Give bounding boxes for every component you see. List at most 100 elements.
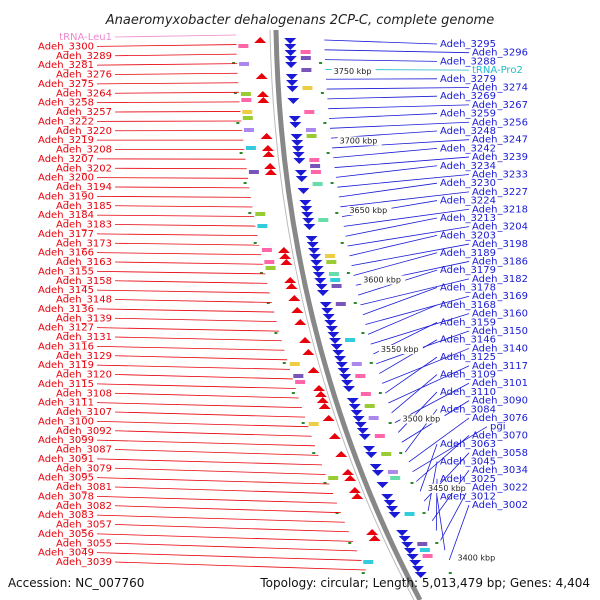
right-gene-label[interactable]: Adeh_3168 [440, 300, 496, 311]
right-gene-label[interactable]: Adeh_3239 [472, 152, 528, 163]
right-gene-label[interactable]: Adeh_3058 [472, 448, 528, 459]
left-gene-label[interactable]: Adeh_3276 [56, 70, 112, 81]
right-gene-label[interactable]: Adeh_3224 [440, 196, 496, 207]
right-gene-label[interactable]: Adeh_3259 [440, 109, 496, 120]
left-gene-label[interactable]: Adeh_3131 [56, 332, 112, 343]
right-gene-label[interactable]: Adeh_3186 [472, 256, 528, 267]
left-gene-label[interactable]: Adeh_3129 [56, 351, 112, 362]
left-gene-label[interactable]: Adeh_3219 [38, 135, 94, 146]
right-gene-label[interactable]: Adeh_3256 [472, 117, 528, 128]
right-gene-label[interactable]: Adeh_3034 [472, 465, 528, 476]
right-gene-label[interactable]: Adeh_3288 [440, 56, 496, 67]
right-gene-label[interactable]: Adeh_3230 [440, 178, 496, 189]
right-gene-label[interactable]: tRNA-Pro2 [472, 65, 523, 76]
right-gene-label[interactable]: Adeh_3182 [472, 274, 528, 285]
right-gene-label[interactable]: Adeh_3110 [440, 387, 496, 398]
right-gene-label[interactable]: pgi [490, 422, 505, 433]
right-gene-label[interactable]: Adeh_3159 [440, 317, 496, 328]
right-gene-label[interactable]: Adeh_3269 [440, 91, 496, 102]
right-gene-label[interactable]: Adeh_3295 [440, 39, 496, 50]
left-gene-label[interactable]: Adeh_3057 [56, 520, 112, 531]
left-gene-label[interactable]: Adeh_3078 [38, 491, 94, 502]
left-gene-label[interactable]: Adeh_3136 [38, 304, 94, 315]
left-gene-label[interactable]: Adeh_3107 [56, 407, 112, 418]
left-gene-label[interactable]: Adeh_3194 [56, 182, 112, 193]
right-gene-label[interactable]: Adeh_3247 [472, 135, 528, 146]
left-gene-label[interactable]: Adeh_3185 [56, 201, 112, 212]
right-gene-label[interactable]: Adeh_3248 [440, 126, 496, 137]
right-gene-label[interactable]: Adeh_3070 [472, 430, 528, 441]
right-gene-label[interactable]: Adeh_3125 [440, 352, 496, 363]
right-gene-label[interactable]: Adeh_3076 [472, 413, 528, 424]
right-gene-label[interactable]: Adeh_3090 [472, 396, 528, 407]
right-gene-label[interactable]: Adeh_3267 [472, 100, 528, 111]
left-gene-label[interactable]: Adeh_3166 [38, 248, 94, 259]
left-gene-label[interactable]: Adeh_3127 [38, 323, 94, 334]
left-gene-label[interactable]: Adeh_3257 [56, 107, 112, 118]
right-gene-label[interactable]: Adeh_3109 [440, 370, 496, 381]
left-gene-label[interactable]: Adeh_3220 [56, 126, 112, 137]
right-gene-label[interactable]: Adeh_3203 [440, 230, 496, 241]
left-gene-label[interactable]: Adeh_3049 [38, 548, 94, 559]
left-gene-label[interactable]: Adeh_3300 [38, 41, 94, 52]
left-gene-label[interactable]: Adeh_3163 [56, 257, 112, 268]
left-gene-label[interactable]: Adeh_3115 [38, 379, 94, 390]
right-gene-label[interactable]: Adeh_3274 [472, 82, 528, 93]
left-gene-label[interactable]: Adeh_3148 [56, 295, 112, 306]
left-gene-label[interactable]: Adeh_3099 [38, 435, 94, 446]
left-gene-label[interactable]: Adeh_3111 [38, 398, 94, 409]
right-gene-label[interactable]: Adeh_3179 [440, 265, 496, 276]
left-gene-label[interactable]: Adeh_3200 [38, 173, 94, 184]
left-gene-label[interactable]: Adeh_3055 [56, 538, 112, 549]
right-gene-label[interactable]: Adeh_3140 [472, 343, 528, 354]
right-gene-label[interactable]: Adeh_3204 [472, 222, 528, 233]
right-gene-label[interactable]: Adeh_3279 [440, 74, 496, 85]
left-gene-label[interactable]: Adeh_3222 [38, 116, 94, 127]
left-gene-label[interactable]: Adeh_3184 [38, 210, 94, 221]
right-gene-label[interactable]: Adeh_3198 [472, 239, 528, 250]
left-gene-label[interactable]: Adeh_3095 [38, 473, 94, 484]
right-gene-label[interactable]: Adeh_3296 [472, 48, 528, 59]
left-gene-label[interactable]: Adeh_3081 [56, 482, 112, 493]
left-gene-label[interactable]: Adeh_3116 [38, 341, 94, 352]
left-gene-label[interactable]: Adeh_3155 [38, 266, 94, 277]
left-gene-label[interactable]: Adeh_3087 [56, 445, 112, 456]
right-gene-label[interactable]: Adeh_3025 [440, 474, 496, 485]
right-gene-label[interactable]: Adeh_3242 [440, 143, 496, 154]
left-gene-label[interactable]: Adeh_3108 [56, 388, 112, 399]
right-gene-label[interactable]: Adeh_3045 [440, 457, 496, 468]
left-gene-label[interactable]: Adeh_3092 [56, 426, 112, 437]
left-gene-label[interactable]: Adeh_3281 [38, 60, 94, 71]
right-gene-label[interactable]: Adeh_3218 [472, 204, 528, 215]
left-gene-label[interactable]: Adeh_3207 [38, 154, 94, 165]
left-gene-label[interactable]: Adeh_3183 [56, 220, 112, 231]
right-gene-label[interactable]: Adeh_3233 [472, 169, 528, 180]
left-gene-label[interactable]: Adeh_3079 [56, 463, 112, 474]
left-gene-label[interactable]: Adeh_3120 [56, 370, 112, 381]
right-gene-label[interactable]: Adeh_3189 [440, 248, 496, 259]
left-gene-label[interactable]: Adeh_3289 [56, 51, 112, 62]
left-gene-label[interactable]: Adeh_3202 [56, 163, 112, 174]
right-gene-label[interactable]: Adeh_3002 [472, 500, 528, 511]
left-gene-label[interactable]: Adeh_3145 [38, 285, 94, 296]
left-gene-label[interactable]: Adeh_3100 [38, 416, 94, 427]
left-gene-label[interactable]: Adeh_3173 [56, 238, 112, 249]
left-gene-label[interactable]: Adeh_3190 [38, 191, 94, 202]
left-gene-label[interactable]: Adeh_3264 [56, 88, 112, 99]
right-gene-label[interactable]: Adeh_3146 [440, 335, 496, 346]
right-gene-label[interactable]: Adeh_3227 [472, 187, 528, 198]
right-gene-label[interactable]: Adeh_3063 [440, 439, 496, 450]
right-gene-label[interactable]: Adeh_3022 [472, 483, 528, 494]
left-gene-label[interactable]: Adeh_3139 [56, 313, 112, 324]
right-gene-label[interactable]: Adeh_3213 [440, 213, 496, 224]
right-gene-label[interactable]: Adeh_3150 [472, 326, 528, 337]
right-gene-label[interactable]: Adeh_3084 [440, 404, 496, 415]
left-gene-label[interactable]: tRNA-Leu1 [59, 32, 112, 43]
left-gene-label[interactable]: Adeh_3275 [38, 79, 94, 90]
right-gene-label[interactable]: Adeh_3012 [440, 491, 496, 502]
left-gene-label[interactable]: Adeh_3083 [38, 510, 94, 521]
left-gene-label[interactable]: Adeh_3258 [38, 98, 94, 109]
right-gene-label[interactable]: Adeh_3178 [440, 283, 496, 294]
right-gene-label[interactable]: Adeh_3117 [472, 361, 528, 372]
right-gene-label[interactable]: Adeh_3234 [440, 161, 496, 172]
